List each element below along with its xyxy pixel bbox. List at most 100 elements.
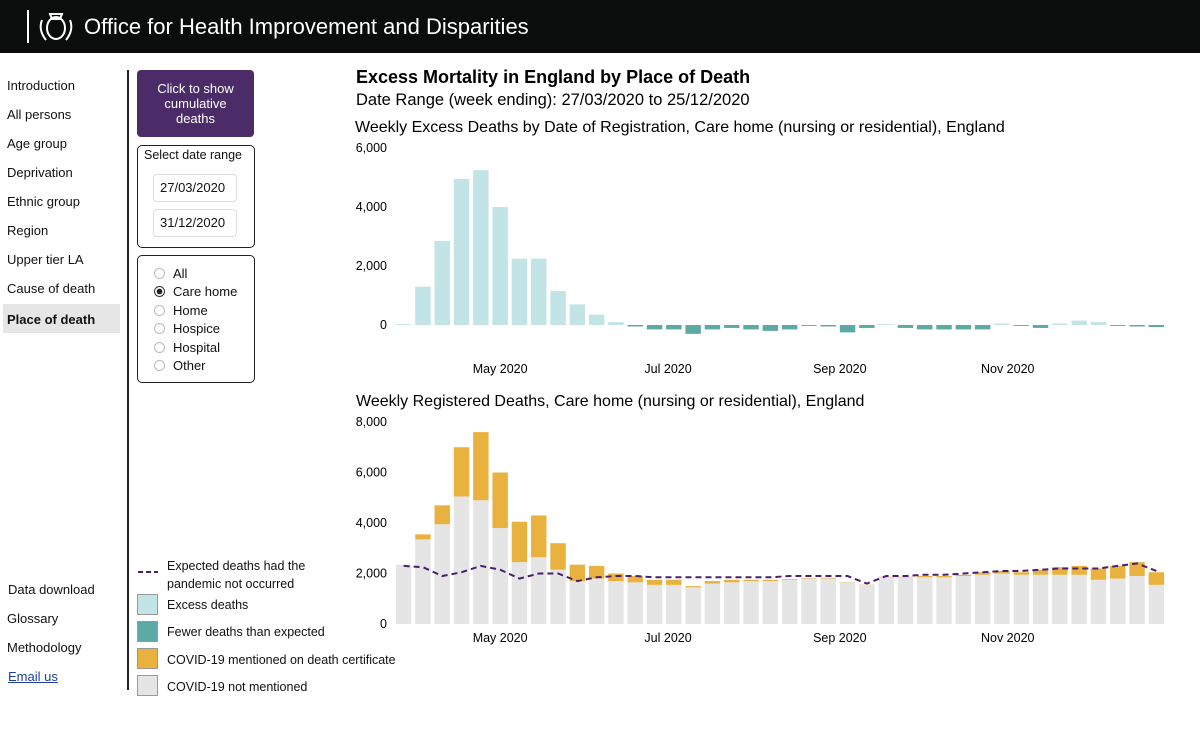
bar-segment: [936, 577, 952, 624]
bar: [859, 325, 875, 328]
expected-line: [403, 562, 1157, 585]
bar-segment: [492, 528, 508, 624]
radio-label: All: [173, 266, 188, 281]
bar-segment: [531, 515, 547, 558]
bar-segment: [434, 524, 450, 624]
x-tick-label: Nov 2020: [981, 362, 1035, 376]
nav-link[interactable]: All persons: [7, 107, 72, 122]
radio[interactable]: [154, 323, 165, 334]
bar: [1071, 320, 1087, 325]
legend-line-swatch: [138, 571, 158, 573]
radio[interactable]: [154, 268, 165, 279]
bar: [974, 325, 991, 330]
radio-label: Hospice: [173, 321, 220, 336]
legend-label: COVID-19 mentioned on death certificate: [167, 653, 396, 667]
bar-segment: [531, 557, 547, 624]
bar-segment: [588, 578, 605, 624]
nav-link[interactable]: Upper tier LA: [7, 252, 84, 267]
x-tick-label: Jul 2020: [644, 631, 691, 645]
email-link[interactable]: Email us: [8, 669, 58, 684]
bar: [1110, 325, 1126, 326]
nav-link-active[interactable]: Place of death: [7, 312, 96, 327]
y-tick-label: 2,000: [356, 259, 387, 273]
y-tick-label: 0: [380, 617, 387, 631]
legend-swatch: [137, 621, 158, 642]
bar-segment: [1032, 569, 1049, 575]
bar-segment: [1052, 574, 1068, 624]
bar-segment: [1013, 574, 1029, 624]
bar-segment: [820, 577, 836, 579]
y-tick-label: 6,000: [356, 141, 387, 155]
nav-link[interactable]: Data download: [8, 582, 95, 597]
bar: [897, 325, 914, 328]
end-date-input[interactable]: 31/12/2020: [153, 209, 237, 237]
bar: [1148, 325, 1165, 328]
bar-segment: [608, 573, 624, 582]
bar-segment: [762, 581, 779, 624]
bar: [395, 324, 412, 325]
bar-segment: [994, 573, 1010, 624]
radio-selected[interactable]: [154, 286, 165, 297]
bar-segment: [743, 579, 759, 582]
bar: [473, 170, 489, 325]
bar-segment: [453, 496, 470, 624]
bar: [936, 325, 952, 330]
bar-segment: [550, 543, 566, 570]
bar-segment: [608, 581, 624, 624]
legend-swatch: [137, 675, 158, 696]
nav-link[interactable]: Introduction: [7, 78, 75, 93]
bar: [801, 325, 817, 326]
bar-segment: [666, 584, 682, 624]
bar: [627, 325, 643, 327]
header-title: Office for Health Improvement and Dispar…: [84, 14, 529, 39]
bar: [1052, 323, 1068, 325]
bar-segment: [897, 576, 914, 578]
bar-segment: [994, 570, 1010, 574]
nav-link[interactable]: Methodology: [7, 640, 82, 655]
bar-segment: [839, 582, 856, 624]
start-date-input[interactable]: 27/03/2020: [153, 174, 237, 202]
page-subtitle: Date Range (week ending): 27/03/2020 to …: [356, 91, 750, 109]
nav-link[interactable]: Ethnic group: [7, 194, 80, 209]
nav-link[interactable]: Glossary: [7, 611, 59, 626]
bar-segment: [1148, 584, 1165, 624]
nav-link[interactable]: Deprivation: [7, 165, 73, 180]
bar-segment: [473, 432, 489, 501]
bar-segment: [685, 586, 701, 588]
y-tick-label: 0: [380, 318, 387, 332]
nav-link[interactable]: Cause of death: [7, 281, 96, 296]
radio[interactable]: [154, 342, 165, 353]
bar: [1090, 322, 1107, 325]
header-rule: [27, 10, 29, 43]
nav-active-bg: [3, 304, 120, 333]
x-tick-label: Sep 2020: [813, 362, 867, 376]
bar-segment: [646, 584, 663, 624]
nav-link[interactable]: Age group: [7, 136, 67, 151]
bar-segment: [1110, 578, 1126, 624]
bar-segment: [724, 579, 740, 583]
bar: [685, 325, 701, 334]
bar-segment: [704, 581, 721, 584]
bar: [1032, 325, 1049, 328]
bar-segment: [801, 578, 817, 579]
radio[interactable]: [154, 360, 165, 371]
cumulative-button[interactable]: Click to show cumulative deaths: [137, 70, 254, 137]
bar-segment: [704, 583, 721, 624]
radio[interactable]: [154, 305, 165, 316]
bar-segment: [801, 578, 817, 624]
bar-segment: [646, 579, 663, 585]
radio-label: Hospital: [173, 340, 220, 355]
x-tick-label: Sep 2020: [813, 631, 867, 645]
bar-segment: [473, 500, 489, 624]
bar-segment: [685, 587, 701, 624]
bar-segment: [781, 579, 798, 624]
bar-segment: [1129, 576, 1145, 624]
nav-link[interactable]: Region: [7, 223, 49, 238]
bar-segment: [974, 574, 991, 624]
y-tick-label: 8,000: [356, 415, 387, 429]
radio-label: Other: [173, 358, 206, 373]
bar-segment: [492, 472, 508, 529]
bar-segment: [1090, 579, 1107, 624]
